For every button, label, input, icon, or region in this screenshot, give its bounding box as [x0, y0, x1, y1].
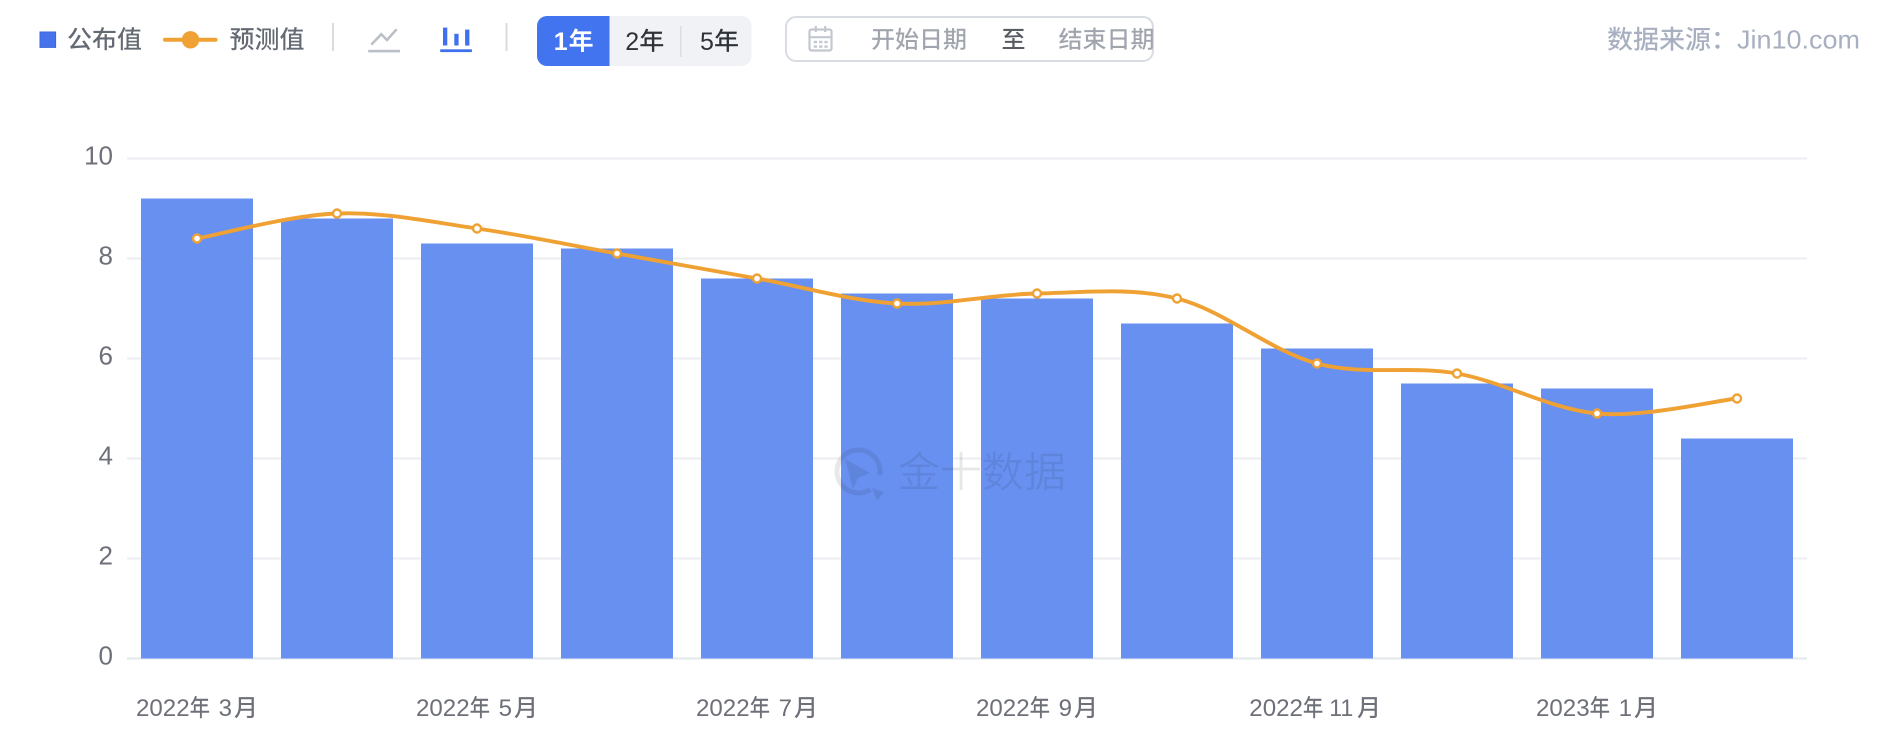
svg-text:9: 9: [1059, 695, 1072, 722]
svg-text:2023: 2023: [1536, 695, 1590, 722]
svg-text:2022: 2022: [1249, 695, 1303, 722]
svg-text:10: 10: [84, 140, 113, 170]
svg-text:2022: 2022: [696, 695, 750, 722]
svg-text:7: 7: [779, 695, 792, 722]
svg-text:2: 2: [625, 28, 639, 56]
svg-text:1: 1: [1619, 695, 1632, 722]
svg-text:6: 6: [99, 340, 113, 370]
svg-text:2022: 2022: [976, 695, 1030, 722]
svg-text:4: 4: [99, 440, 113, 470]
svg-text:0: 0: [99, 640, 113, 670]
svg-text:3: 3: [219, 695, 232, 722]
svg-text:5: 5: [700, 28, 714, 56]
svg-text:1: 1: [554, 28, 568, 56]
svg-text:11: 11: [1329, 695, 1353, 722]
svg-text:5: 5: [499, 695, 512, 722]
svg-text:2: 2: [99, 540, 113, 570]
svg-text:8: 8: [99, 240, 113, 270]
svg-text:2022: 2022: [416, 695, 470, 722]
svg-text:2022: 2022: [136, 695, 190, 722]
svg-text:Jin10.com: Jin10.com: [1737, 25, 1860, 55]
